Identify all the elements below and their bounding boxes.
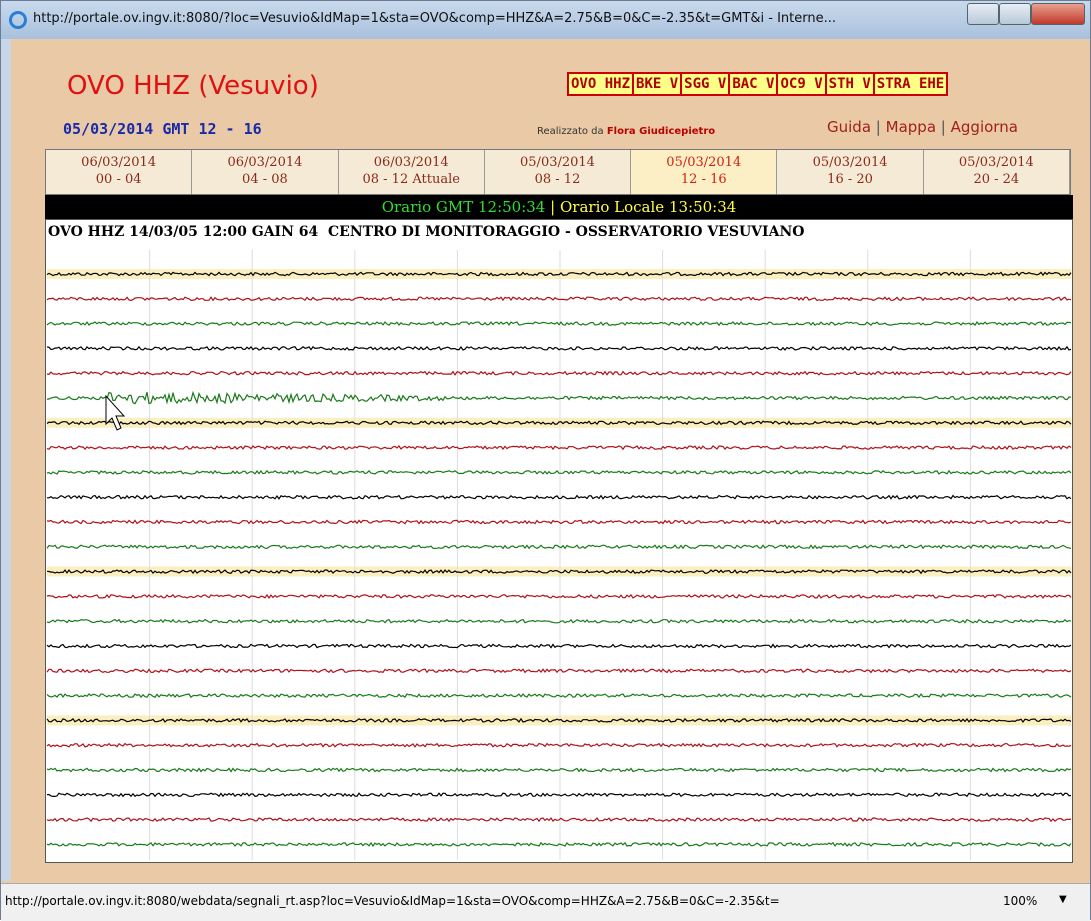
tab-range: 12 - 16 xyxy=(680,172,727,187)
credit-prefix: Realizzato da xyxy=(537,126,604,137)
trace xyxy=(46,320,1072,327)
trace xyxy=(46,817,1072,823)
ie-icon xyxy=(9,11,27,29)
trace xyxy=(46,767,1072,773)
trace xyxy=(46,643,1072,649)
tab-range: 08 - 12 xyxy=(534,172,581,187)
window-edge xyxy=(1,39,11,881)
credit: Realizzato da Flora Giudicepietro xyxy=(537,126,715,137)
page-title: OVO HHZ (Vesuvio) xyxy=(67,71,319,101)
trace xyxy=(46,370,1072,376)
separator: | xyxy=(940,118,946,136)
plot-header: OVO HHZ 14/03/05 12:00 GAIN 64 CENTRO DI… xyxy=(48,224,805,240)
minimize-button[interactable] xyxy=(967,3,999,25)
trace xyxy=(46,296,1072,302)
zoom-level[interactable]: 100% xyxy=(1003,894,1038,908)
trace xyxy=(46,345,1072,351)
seismogram-panel: OVO HHZ 14/03/05 12:00 GAIN 64 CENTRO DI… xyxy=(45,219,1073,863)
status-url: http://portale.ov.ingv.it:8080/webdata/s… xyxy=(5,894,780,908)
nav-link[interactable]: Guida xyxy=(827,118,872,136)
trace xyxy=(46,519,1072,525)
separator: | xyxy=(875,118,881,136)
tab[interactable]: 06/03/2014 08 - 12 Attuale xyxy=(338,150,485,194)
tab-range: 08 - 12 Attuale xyxy=(362,172,460,187)
tab-date: 05/03/2014 xyxy=(520,155,595,170)
trace xyxy=(46,569,1072,575)
time-bar: Orario GMT 12:50:34 | Orario Locale 13:5… xyxy=(45,195,1073,219)
trace xyxy=(46,593,1072,599)
trace xyxy=(46,544,1072,550)
trace xyxy=(46,271,1072,277)
tab[interactable]: 05/03/2014 16 - 20 xyxy=(777,150,924,194)
trace xyxy=(47,494,1072,500)
subtitle: 05/03/2014 GMT 12 - 16 xyxy=(63,120,262,138)
trace xyxy=(46,668,1072,674)
seismogram xyxy=(46,250,1072,860)
trace xyxy=(46,390,1072,405)
station-button[interactable]: BAC V xyxy=(728,72,779,96)
trace xyxy=(46,618,1072,624)
zoom-dropdown[interactable]: ▼ xyxy=(1059,894,1067,905)
title-bar: http://portale.ov.ingv.it:8080/?loc=Vesu… xyxy=(1,1,1090,39)
tab-date: 06/03/2014 xyxy=(373,155,449,170)
trace xyxy=(46,717,1072,724)
close-button[interactable] xyxy=(1031,3,1085,25)
tab-date: 05/03/2014 xyxy=(958,155,1034,170)
credit-name: Flora Giudicepietro xyxy=(606,126,716,137)
station-button[interactable]: SGG V xyxy=(680,72,731,96)
tab-range: 16 - 20 xyxy=(827,172,873,187)
trace xyxy=(46,841,1072,848)
station-button[interactable]: STRA EHE xyxy=(872,72,949,96)
station-button[interactable]: BKE V xyxy=(632,72,683,96)
trace xyxy=(46,792,1072,798)
tab-date: 05/03/2014 xyxy=(812,155,888,170)
nav-links: Guida | Mappa | Aggiorna xyxy=(827,118,1018,136)
tab-range: 00 - 04 xyxy=(95,172,142,187)
tab-range: 20 - 24 xyxy=(973,172,1020,187)
station-list: OVO HHZ BKE V SGG V BAC V OC9 V STH V STRA EHE xyxy=(567,72,949,96)
maximize-button[interactable] xyxy=(999,3,1031,25)
trace xyxy=(46,469,1072,475)
local-time: Orario Locale 13:50:34 xyxy=(559,198,737,216)
trace xyxy=(46,693,1072,699)
mouse-cursor xyxy=(105,394,126,431)
tab-range: 04 - 08 xyxy=(242,172,288,187)
tab-date: 06/03/2014 xyxy=(81,155,157,170)
tab-bar: 06/03/2014 00 - 04 06/03/2014 04 - 08 06/03/… xyxy=(45,149,1071,195)
separator: | xyxy=(550,198,556,216)
window-title: http://portale.ov.ingv.it:8080/?loc=Vesu… xyxy=(33,11,836,26)
trace xyxy=(46,445,1072,451)
nav-link[interactable]: Aggiorna xyxy=(950,118,1018,136)
tab-date: 06/03/2014 xyxy=(227,155,303,170)
tab[interactable]: 06/03/2014 04 - 08 xyxy=(192,150,339,194)
tab[interactable]: 05/03/2014 12 - 16 xyxy=(631,150,778,194)
status-bar: http://portale.ov.ingv.it:8080/webdata/s… xyxy=(1,883,1090,921)
trace xyxy=(46,420,1072,426)
tab-date: 05/03/2014 xyxy=(666,155,742,170)
station-button[interactable]: STH V xyxy=(824,72,875,96)
nav-link[interactable]: Mappa xyxy=(885,118,937,136)
station-button[interactable]: OC9 V xyxy=(776,72,827,96)
tab[interactable]: 05/03/2014 20 - 24 xyxy=(923,150,1070,194)
trace xyxy=(46,742,1072,748)
tab[interactable]: 05/03/2014 08 - 12 xyxy=(484,150,632,194)
tab[interactable]: 06/03/2014 00 - 04 xyxy=(46,150,193,194)
gmt-time: Orario GMT 12:50:34 xyxy=(381,198,546,216)
station-button[interactable]: OVO HHZ xyxy=(567,72,635,96)
